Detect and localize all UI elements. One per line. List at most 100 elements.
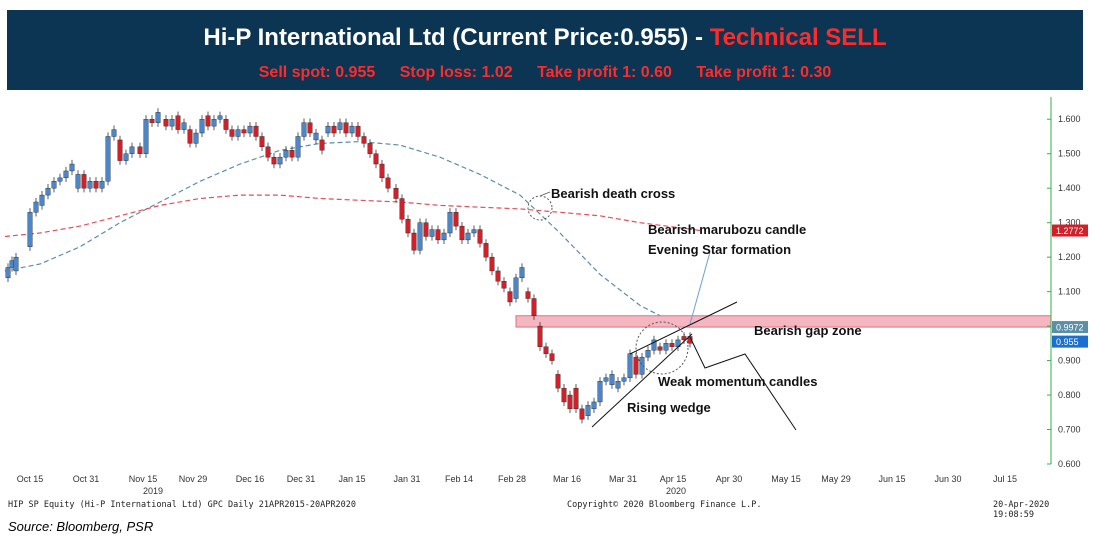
source-note: Source: Bloomberg, PSR bbox=[8, 519, 154, 534]
candle bbox=[253, 125, 259, 137]
annotation-label: Weak momentum candles bbox=[658, 374, 817, 389]
x-tick-label: May 29 bbox=[821, 474, 851, 484]
sell-spot: Sell spot: 0.955 bbox=[258, 64, 376, 81]
trade-levels: Sell spot: 0.955 Stop loss: 1.02 Take pr… bbox=[7, 64, 1083, 82]
candle bbox=[313, 132, 319, 141]
candle bbox=[663, 343, 669, 351]
candle bbox=[331, 125, 337, 134]
candle bbox=[579, 408, 585, 420]
candle bbox=[217, 115, 223, 120]
footer-security: HIP SP Equity (Hi-P International Ltd) G… bbox=[8, 500, 356, 510]
x-tick-label: Jun 15 bbox=[878, 474, 905, 484]
y-tick-label: 0.900 bbox=[1058, 356, 1081, 366]
death-cross-circle bbox=[527, 195, 553, 221]
candle bbox=[81, 174, 87, 189]
price-tags: 1.2772 0.9972 0.955 bbox=[1052, 224, 1088, 348]
moving-averages bbox=[4, 140, 701, 328]
candle bbox=[295, 136, 301, 158]
take-profit-1: Take profit 1: 0.60 bbox=[537, 64, 672, 81]
candle bbox=[373, 153, 379, 165]
candle bbox=[155, 112, 161, 123]
candle bbox=[379, 163, 385, 179]
candle bbox=[57, 177, 63, 182]
x-tick-label: Dec 31 bbox=[287, 474, 316, 484]
wedge-upper-line bbox=[629, 301, 738, 355]
candle bbox=[39, 194, 45, 206]
candle bbox=[45, 187, 51, 196]
y-tick-label: 1.300 bbox=[1058, 218, 1081, 228]
candle bbox=[93, 181, 99, 189]
annotation-label: Bearish gap zone bbox=[754, 323, 862, 338]
candle bbox=[169, 119, 175, 127]
candle bbox=[247, 125, 253, 134]
candle bbox=[465, 232, 471, 241]
candle bbox=[175, 115, 181, 130]
candle bbox=[519, 267, 525, 279]
y-tick-label: 0.800 bbox=[1058, 390, 1081, 400]
candle bbox=[567, 394, 573, 410]
candle bbox=[117, 139, 123, 161]
x-axis: Oct 15 Oct 31 Nov 15 Nov 29 Dec 16 Dec 31 Jan … bbox=[17, 474, 1017, 496]
title-signal: Technical SELL bbox=[709, 24, 887, 51]
projection-line bbox=[689, 336, 797, 431]
y-tick-label: 1.400 bbox=[1058, 183, 1081, 193]
candle bbox=[193, 132, 199, 144]
candle bbox=[561, 387, 567, 403]
y-tick-label: 0.600 bbox=[1058, 459, 1081, 469]
chart-title: Hi-P International Ltd (Current Price:0.… bbox=[7, 24, 1083, 52]
candle bbox=[205, 115, 211, 127]
candle bbox=[531, 298, 537, 316]
x-tick-label: Oct 15 bbox=[17, 474, 44, 484]
x-tick-label: Oct 31 bbox=[73, 474, 100, 484]
candle bbox=[453, 212, 459, 227]
candle bbox=[75, 174, 81, 189]
candle bbox=[441, 232, 447, 241]
candle bbox=[513, 277, 519, 299]
x-tick-label: Feb 14 bbox=[445, 474, 473, 484]
candle bbox=[361, 136, 367, 144]
stop-loss: Stop loss: 1.02 bbox=[399, 64, 513, 81]
y-tick-label: 0.700 bbox=[1058, 425, 1081, 435]
candle bbox=[435, 229, 441, 241]
title-banner: Hi-P International Ltd (Current Price:0.… bbox=[7, 10, 1083, 90]
price-tag-label: 1.2772 bbox=[1056, 226, 1084, 236]
candle bbox=[163, 119, 169, 127]
y-tick-label: 1.600 bbox=[1058, 114, 1081, 124]
ma-fast-line bbox=[4, 140, 691, 328]
x-tick-label: Mar 31 bbox=[609, 474, 637, 484]
annotations: Bearish death cross Bearish marubozu cand… bbox=[551, 186, 862, 415]
footer-timestamp: 20-Apr-2020 19:08:59 bbox=[993, 500, 1050, 520]
candles bbox=[5, 108, 693, 424]
candle bbox=[543, 346, 549, 354]
candle bbox=[597, 381, 603, 403]
take-profit-2: Take profit 1: 0.30 bbox=[696, 64, 832, 81]
ma-slow-line bbox=[4, 194, 701, 238]
candle bbox=[283, 150, 289, 158]
momentum-circle bbox=[635, 321, 689, 375]
candle bbox=[483, 243, 489, 258]
candle bbox=[33, 201, 39, 213]
candle bbox=[123, 153, 129, 161]
x-year-label: 2020 bbox=[666, 486, 686, 496]
candle bbox=[355, 125, 361, 137]
candle bbox=[459, 225, 465, 241]
candle bbox=[271, 156, 277, 165]
candle bbox=[367, 143, 373, 154]
candle bbox=[13, 256, 19, 272]
candle bbox=[51, 181, 57, 189]
candle bbox=[87, 181, 93, 189]
candle bbox=[277, 156, 283, 165]
x-tick-label: Jan 31 bbox=[393, 474, 420, 484]
candle bbox=[591, 401, 597, 410]
candle bbox=[223, 119, 229, 130]
candle bbox=[259, 136, 265, 148]
candle bbox=[187, 129, 193, 144]
price-tag-box bbox=[1052, 321, 1088, 334]
candle bbox=[265, 146, 271, 158]
candle bbox=[585, 405, 591, 416]
candle bbox=[9, 260, 15, 268]
candle bbox=[229, 129, 235, 137]
x-tick-label: Nov 29 bbox=[179, 474, 208, 484]
y-tick-label: 1.100 bbox=[1058, 287, 1081, 297]
candle bbox=[405, 219, 411, 234]
